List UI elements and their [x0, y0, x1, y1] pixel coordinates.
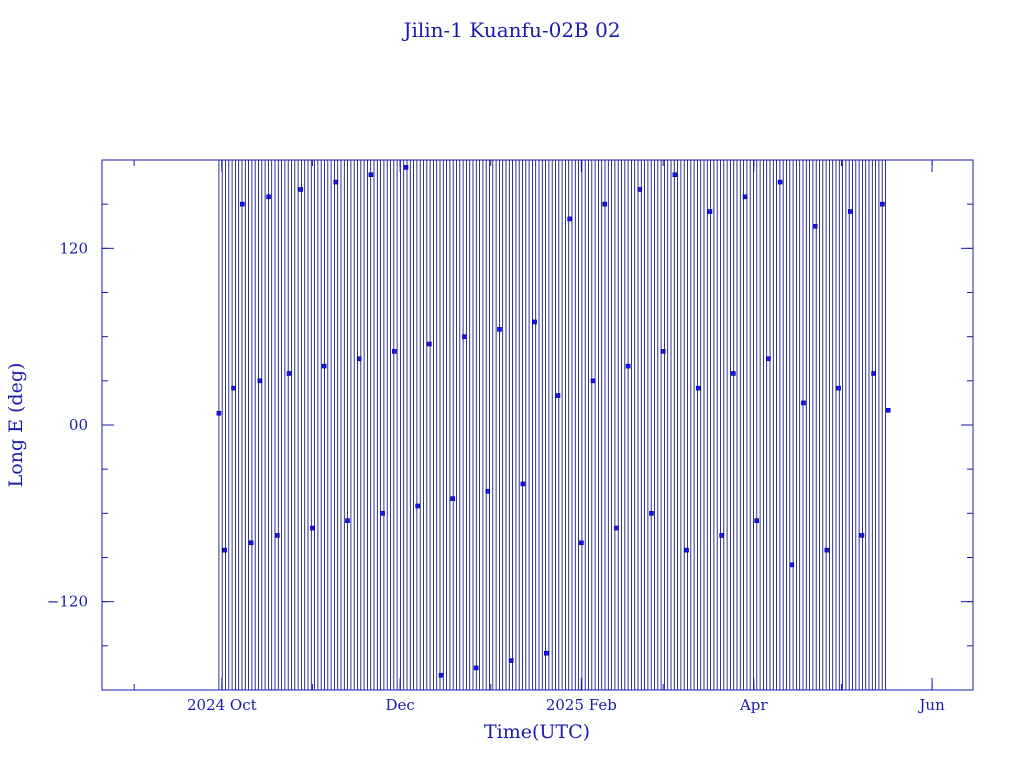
data-point: [777, 179, 783, 185]
x-tick-label: Apr: [739, 696, 768, 714]
data-point: [579, 540, 584, 546]
x-tick-label: 2025 Feb: [546, 696, 617, 714]
data-point: [637, 187, 643, 192]
data-point: [766, 356, 771, 362]
data-point: [660, 349, 666, 354]
y-axis-label: Long E (deg): [5, 363, 27, 488]
data-point: [231, 385, 236, 391]
data-point: [859, 533, 865, 538]
data-point: [742, 194, 748, 200]
y-tick-label: 00: [69, 416, 88, 434]
data-point: [345, 518, 350, 523]
data-point: [625, 363, 631, 369]
data-point: [567, 216, 572, 222]
data-point: [497, 327, 502, 332]
data-point: [257, 378, 263, 384]
ground-track-markers: [216, 165, 891, 678]
data-point: [684, 547, 689, 553]
data-point: [310, 525, 315, 531]
data-point: [614, 525, 619, 531]
data-point: [368, 172, 374, 178]
data-point: [719, 533, 724, 538]
data-point: [438, 672, 444, 678]
data-point: [239, 201, 245, 207]
data-point: [380, 511, 385, 516]
data-point: [450, 496, 456, 501]
ground-track-traces: [218, 160, 886, 690]
data-point: [275, 533, 280, 538]
data-point: [824, 547, 830, 553]
data-point: [836, 385, 841, 391]
data-point: [871, 371, 876, 376]
data-point: [789, 562, 795, 568]
data-point: [885, 407, 891, 413]
data-point: [812, 223, 818, 229]
data-point: [403, 165, 409, 170]
data-point: [532, 319, 537, 325]
data-point: [754, 518, 760, 523]
data-point: [321, 363, 327, 369]
axes: 2024 Oct Dec 2025 Feb Apr Jun 120 00 −120: [47, 159, 974, 714]
data-point: [707, 209, 713, 214]
x-tick-label: Dec: [385, 696, 414, 714]
data-point: [427, 341, 432, 347]
data-point: [356, 356, 362, 362]
data-point: [485, 488, 491, 494]
data-point: [695, 385, 701, 391]
chart-title: Jilin-1 Kuanfu-02B 02: [401, 18, 620, 42]
data-point: [520, 481, 526, 487]
y-tick-label: −120: [47, 593, 88, 611]
data-point: [543, 650, 549, 656]
data-point: [415, 503, 420, 509]
x-tick-label: 2024 Oct: [187, 696, 257, 714]
data-point: [391, 349, 397, 354]
orbit-pass-lines: [218, 160, 886, 690]
y-tick-label: 120: [59, 239, 88, 257]
data-point: [801, 400, 806, 406]
data-point: [672, 172, 678, 178]
data-point: [266, 194, 271, 200]
data-point: [248, 540, 254, 546]
data-point: [880, 201, 885, 207]
x-axis-label: Time(UTC): [484, 721, 590, 743]
data-point: [555, 393, 561, 398]
data-point: [333, 179, 339, 185]
data-point: [649, 511, 654, 516]
data-point: [216, 410, 222, 416]
data-point: [731, 371, 736, 376]
x-tick-label: Jun: [917, 696, 945, 714]
data-point: [286, 371, 292, 376]
data-point: [298, 187, 304, 192]
data-point: [847, 209, 853, 214]
data-point: [602, 201, 608, 207]
data-point: [508, 658, 514, 663]
data-point: [590, 378, 596, 384]
data-point: [222, 547, 228, 553]
data-point: [473, 665, 479, 671]
data-point: [462, 334, 467, 339]
